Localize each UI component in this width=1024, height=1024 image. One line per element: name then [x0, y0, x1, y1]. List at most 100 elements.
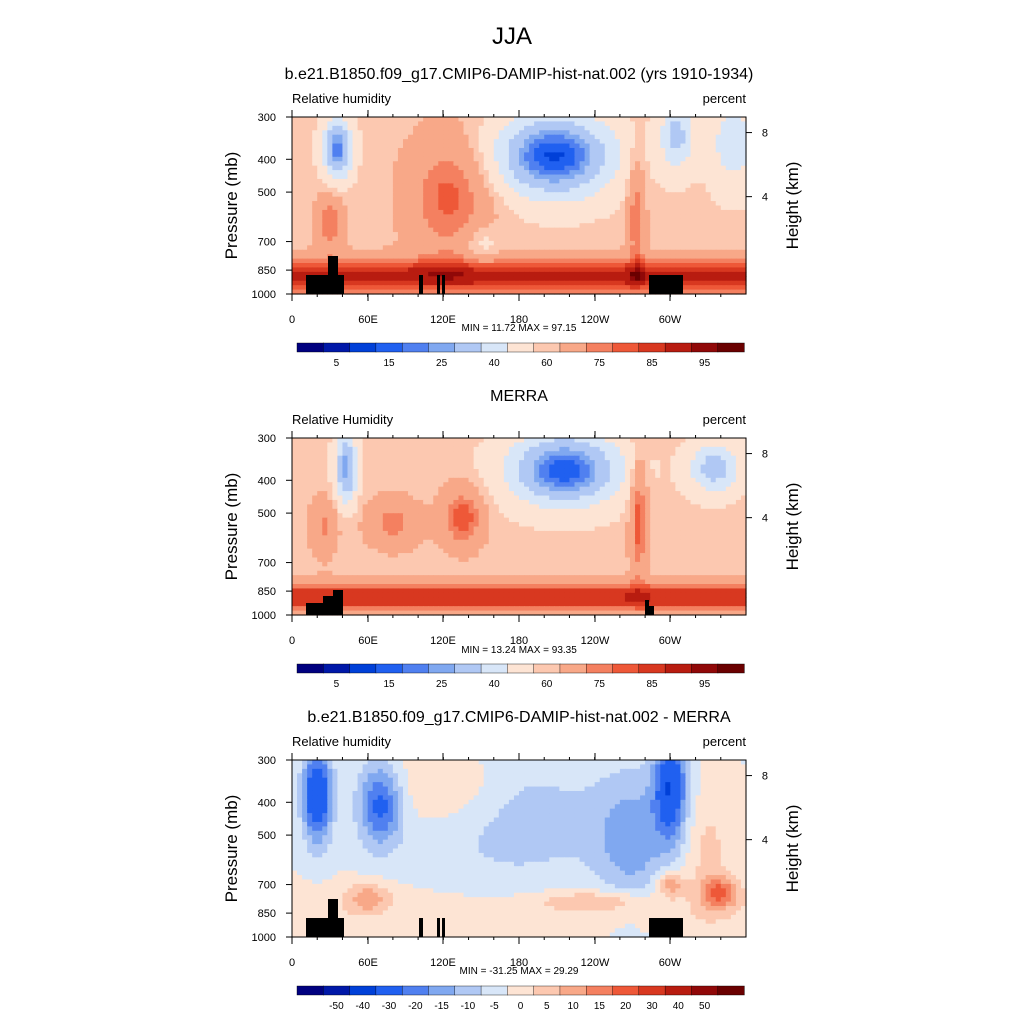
field-cell — [524, 285, 530, 291]
field-cell — [624, 486, 631, 492]
field-cell — [519, 143, 525, 149]
field-cell — [453, 209, 460, 215]
field-cell — [640, 209, 646, 215]
field-cell — [559, 482, 565, 488]
field-cell — [337, 183, 344, 189]
field-cell — [327, 165, 333, 171]
field-cell — [488, 249, 495, 255]
field-cell — [534, 125, 540, 131]
field-cell — [640, 451, 646, 457]
field-cell — [337, 477, 344, 483]
field-cell — [730, 438, 737, 444]
field-cell — [463, 254, 470, 260]
field-cell — [428, 464, 434, 470]
field-cell — [297, 280, 303, 286]
field-cell — [685, 214, 692, 220]
field-cell — [619, 218, 626, 224]
field-cell — [508, 223, 515, 229]
field-cell — [433, 263, 439, 269]
field-cell — [317, 205, 323, 211]
field-cell — [443, 196, 449, 202]
field-cell — [624, 139, 631, 145]
field-cell — [448, 236, 455, 242]
field-cell — [740, 117, 747, 123]
field-cell — [463, 258, 470, 264]
field-cell — [604, 460, 611, 466]
field-cell — [317, 143, 323, 149]
field-cell — [468, 170, 475, 176]
field-cell — [433, 276, 439, 282]
field-cell — [690, 486, 697, 492]
field-cell — [488, 227, 495, 233]
field-cell — [513, 117, 520, 123]
field-cell — [478, 192, 485, 198]
field-cell — [645, 468, 651, 474]
field-cell — [544, 174, 550, 180]
field-cell — [443, 464, 449, 470]
field-cell — [655, 254, 661, 260]
field-cell — [347, 165, 354, 171]
field-cell — [377, 174, 384, 180]
field-cell — [483, 495, 490, 501]
field-cell — [665, 147, 671, 153]
field-cell — [554, 276, 560, 282]
field-cell — [367, 192, 374, 198]
field-cell — [503, 271, 510, 277]
field-cell — [503, 486, 510, 492]
field-cell — [392, 245, 399, 251]
field-cell — [413, 227, 419, 233]
field-cell — [443, 125, 449, 131]
field-cell — [564, 495, 571, 501]
panel-2-subtitle: MERRA — [490, 388, 548, 405]
field-cell — [357, 455, 364, 461]
field-cell — [483, 117, 490, 123]
field-cell — [408, 442, 414, 448]
field-cell — [377, 438, 384, 444]
field-cell — [735, 152, 742, 158]
field-cell — [498, 192, 505, 198]
field-cell — [524, 289, 530, 295]
field-cell — [332, 156, 338, 162]
field-cell — [357, 460, 364, 466]
field-cell — [574, 460, 581, 466]
field-cell — [559, 139, 565, 145]
field-cell — [609, 147, 616, 153]
field-cell — [670, 161, 676, 167]
field-cell — [468, 130, 475, 136]
field-cell — [408, 276, 414, 282]
field-cell — [342, 209, 349, 215]
field-cell — [705, 192, 712, 198]
field-cell — [549, 477, 555, 483]
field-cell — [493, 442, 500, 448]
field-cell — [337, 147, 344, 153]
field-cell — [322, 482, 328, 488]
field-cell — [725, 156, 732, 162]
field-cell — [665, 218, 671, 224]
field-cell — [342, 240, 349, 246]
field-cell — [372, 236, 379, 242]
field-cell — [675, 267, 682, 273]
field-cell — [640, 201, 646, 207]
field-cell — [312, 227, 318, 233]
field-cell — [473, 227, 480, 233]
field-cell — [322, 473, 328, 479]
field-cell — [367, 227, 374, 233]
field-cell — [635, 218, 641, 224]
field-cell — [463, 156, 470, 162]
field-cell — [720, 152, 727, 158]
field-cell — [725, 245, 732, 251]
field-cell — [307, 473, 313, 479]
field-cell — [418, 165, 424, 171]
field-cell — [357, 438, 364, 444]
field-cell — [473, 258, 480, 264]
field-cell — [680, 267, 687, 273]
field-cell — [322, 254, 328, 260]
field-cell — [645, 170, 651, 176]
field-cell — [503, 460, 510, 466]
field-cell — [564, 482, 571, 488]
field-cell — [408, 214, 414, 220]
field-cell — [463, 446, 470, 452]
field-cell — [453, 161, 460, 167]
field-cell — [297, 468, 303, 474]
field-cell — [660, 232, 666, 238]
